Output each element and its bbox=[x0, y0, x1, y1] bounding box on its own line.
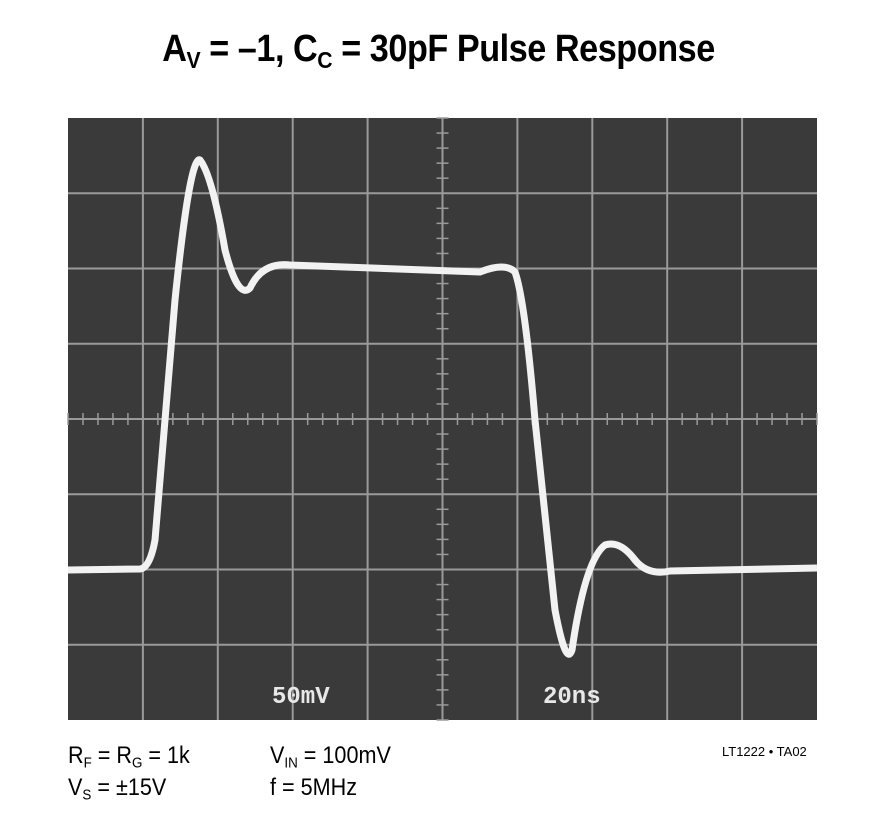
note-text: R bbox=[68, 742, 84, 769]
condition: RF = RG = 1k bbox=[68, 742, 190, 771]
note-text: = 1k bbox=[142, 742, 190, 769]
note-text: = R bbox=[91, 742, 133, 769]
title-text: = –1, C bbox=[200, 28, 318, 70]
condition: VIN = 100mV bbox=[270, 742, 391, 771]
title: AV = –1, CC = 30pF Pulse Response bbox=[44, 28, 833, 74]
note-subscript: F bbox=[83, 755, 92, 772]
note-text: = 100mV bbox=[297, 742, 391, 769]
note-text: V bbox=[270, 742, 285, 769]
time-per-div: 20ns bbox=[543, 684, 601, 711]
title-subscript: C bbox=[317, 47, 333, 74]
condition: f = 5MHz bbox=[270, 774, 358, 801]
note-subscript: G bbox=[132, 755, 143, 772]
condition: VS = ±15V bbox=[68, 774, 166, 803]
title-subscript: V bbox=[186, 47, 201, 74]
note-subscript: S bbox=[82, 787, 92, 804]
volts-per-div: 50mV bbox=[272, 684, 330, 711]
title-text: A bbox=[162, 28, 187, 70]
note-text: V bbox=[68, 774, 83, 801]
note-subscript: IN bbox=[284, 755, 298, 772]
figure-id: LT1222 • TA02 bbox=[722, 744, 807, 759]
trace bbox=[67, 156, 818, 658]
note-text: = ±15V bbox=[91, 774, 167, 801]
title-text: = 30pF Pulse Response bbox=[332, 28, 715, 70]
